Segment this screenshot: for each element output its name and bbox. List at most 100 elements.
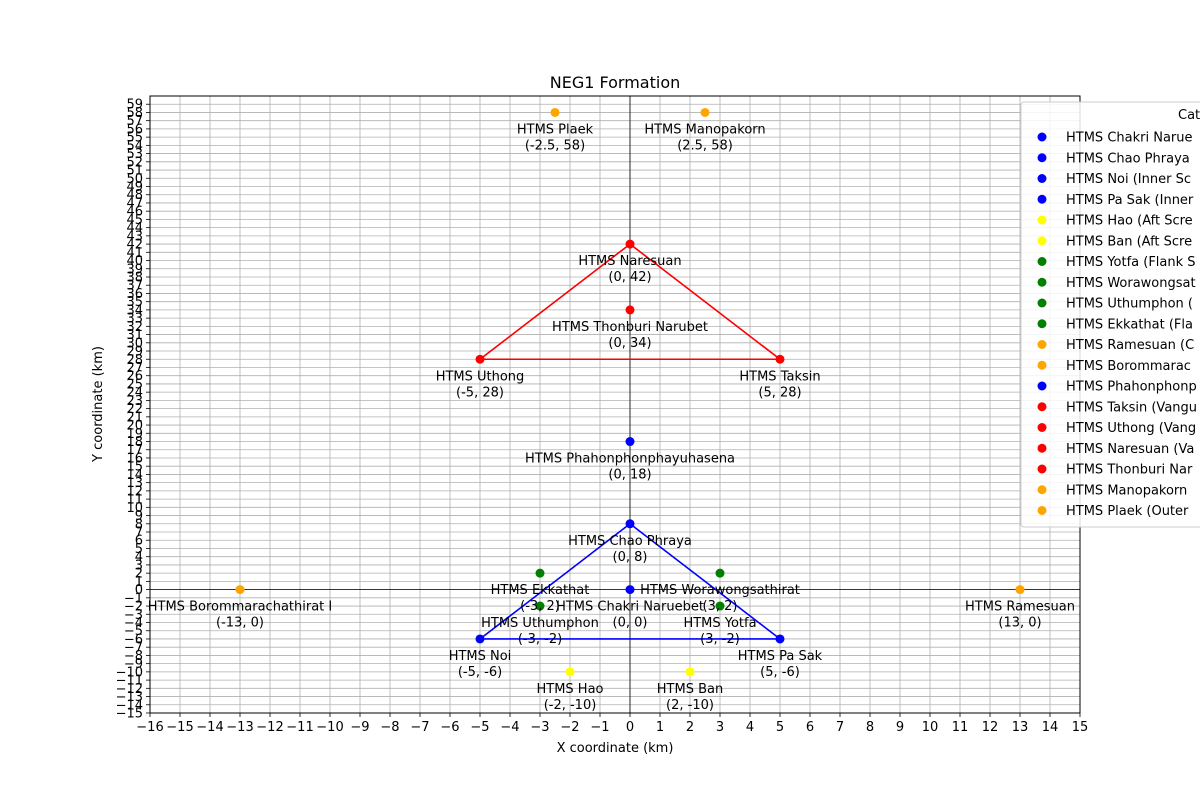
y-tick-label: 25 [126, 377, 143, 392]
y-tick-label: 43 [126, 229, 143, 244]
y-tick-label: 27 [126, 361, 143, 376]
y-tick-label: 57 [126, 114, 143, 129]
legend-marker [1037, 340, 1047, 349]
y-tick-label: −7 [124, 641, 143, 656]
point-coord-label: (2, -10) [666, 698, 714, 713]
y-tick-label: 53 [126, 147, 143, 162]
x-tick-label: −7 [410, 720, 429, 735]
legend-label: HTMS Plaek (Outer [1066, 504, 1189, 519]
y-tick-label: 2 [135, 567, 143, 582]
x-tick-label: −8 [380, 720, 399, 735]
y-tick-label: 50 [126, 172, 143, 187]
x-axis-ticks: −16 −15 −14 −13 −12 −11 −10 −9 −8 −7 −6 −5 −4 −3 −2 −1 0… [136, 713, 1088, 735]
y-tick-label: 59 [126, 98, 143, 113]
legend-marker [1037, 506, 1047, 515]
x-tick-label: 0 [626, 720, 634, 735]
y-axis-title: Y coordinate (km) [91, 346, 106, 463]
x-tick-label: −12 [256, 720, 283, 735]
point-coord-label: (5, 28) [758, 385, 801, 400]
legend-label: HTMS Ramesuan (C [1066, 338, 1194, 353]
legend-label: HTMS Ban (Aft Scre [1066, 234, 1192, 249]
y-tick-label: 20 [126, 419, 143, 434]
point-coord-label: (0, 0) [613, 616, 648, 631]
legend-label: HTMS Chakri Narue [1066, 131, 1193, 146]
y-tick-label: 35 [126, 295, 143, 310]
y-tick-label: 44 [126, 221, 143, 236]
x-tick-label: 8 [866, 720, 874, 735]
x-tick-label: 14 [1042, 720, 1059, 735]
legend-marker [1037, 174, 1047, 183]
legend-marker [1037, 423, 1047, 432]
legend-label: HTMS Worawongsat [1066, 276, 1196, 291]
data-point [475, 354, 485, 364]
point-name-label: HTMS Uthong [436, 369, 525, 384]
legend-label: HTMS Chao Phraya [1066, 151, 1190, 166]
y-tick-label: 49 [126, 180, 143, 195]
x-axis-title: X coordinate (km) [557, 741, 674, 756]
y-tick-label: 48 [126, 188, 143, 203]
point-name-label: HTMS Plaek [517, 122, 594, 137]
y-tick-label: 58 [126, 106, 143, 121]
legend-label: HTMS Ekkathat (Fla [1066, 317, 1193, 332]
legend-marker [1037, 443, 1047, 453]
point-name-label: HTMS Noi [449, 649, 512, 664]
y-tick-label: −13 [116, 690, 143, 705]
point-name-label: HTMS Naresuan [578, 254, 681, 269]
legend-label: HTMS Borommarac [1066, 359, 1191, 374]
legend-marker [1037, 381, 1047, 391]
point-name-label: HTMS Worawongsathirat [640, 583, 800, 598]
y-tick-label: −15 [116, 707, 143, 722]
y-tick-label: 21 [126, 410, 143, 425]
point-coord-label: (-5, 28) [456, 385, 504, 400]
x-tick-label: 12 [982, 720, 999, 735]
legend-marker [1037, 485, 1047, 495]
point-name-label: HTMS Hao [536, 682, 603, 697]
y-tick-label: 36 [126, 287, 143, 302]
y-tick-label: −1 [124, 591, 143, 606]
legend-label: HTMS Taksin (Vangu [1066, 400, 1197, 415]
legend-marker [1037, 132, 1047, 142]
data-point [625, 305, 635, 315]
data-point [700, 107, 710, 117]
y-tick-label: 45 [126, 213, 143, 228]
legend-marker [1037, 464, 1047, 474]
y-tick-label: 3 [135, 558, 143, 573]
point-name-label: HTMS Ekkathat [491, 583, 590, 598]
point-coord-label: (-13, 0) [216, 616, 264, 631]
x-tick-label: −1 [590, 720, 609, 735]
data-point [625, 519, 635, 529]
point-name-label: HTMS Phahonphonphayuhasena [525, 452, 735, 467]
y-tick-label: 24 [126, 386, 143, 401]
y-tick-label: 0 [135, 583, 143, 598]
x-tick-label: −4 [500, 720, 519, 735]
y-tick-label: 16 [126, 451, 143, 466]
y-tick-label: −8 [124, 649, 143, 664]
x-tick-label: 15 [1072, 720, 1089, 735]
point-name-label: HTMS Pa Sak [738, 649, 823, 664]
x-tick-label: −16 [136, 720, 163, 735]
y-tick-label: 46 [126, 205, 143, 220]
y-tick-label: 32 [126, 320, 143, 335]
point-coord-label: (5, -6) [760, 665, 800, 680]
y-tick-label: 6 [135, 534, 143, 549]
data-point [535, 568, 545, 578]
data-points [235, 107, 1025, 677]
point-coord-label: (0, 42) [608, 270, 651, 285]
point-coord-label: (-3, -2) [518, 632, 562, 647]
x-tick-label: 1 [656, 720, 664, 735]
zero-axis-lines [150, 96, 1080, 713]
legend-title: Cat [1178, 108, 1200, 123]
y-tick-label: 56 [126, 122, 143, 137]
legend-marker [1037, 257, 1047, 266]
legend-label: HTMS Noi (Inner Sc [1066, 172, 1191, 187]
legend-label: HTMS Thonburi Nar [1066, 463, 1193, 478]
x-tick-label: 2 [686, 720, 694, 735]
x-tick-label: 11 [952, 720, 969, 735]
x-tick-label: 13 [1012, 720, 1029, 735]
point-coord-label: (0, 8) [613, 550, 648, 565]
y-tick-label: 31 [126, 328, 143, 343]
y-tick-label: −11 [116, 674, 143, 689]
chart-title: NEG1 Formation [550, 73, 681, 92]
y-tick-label: 40 [126, 254, 143, 269]
